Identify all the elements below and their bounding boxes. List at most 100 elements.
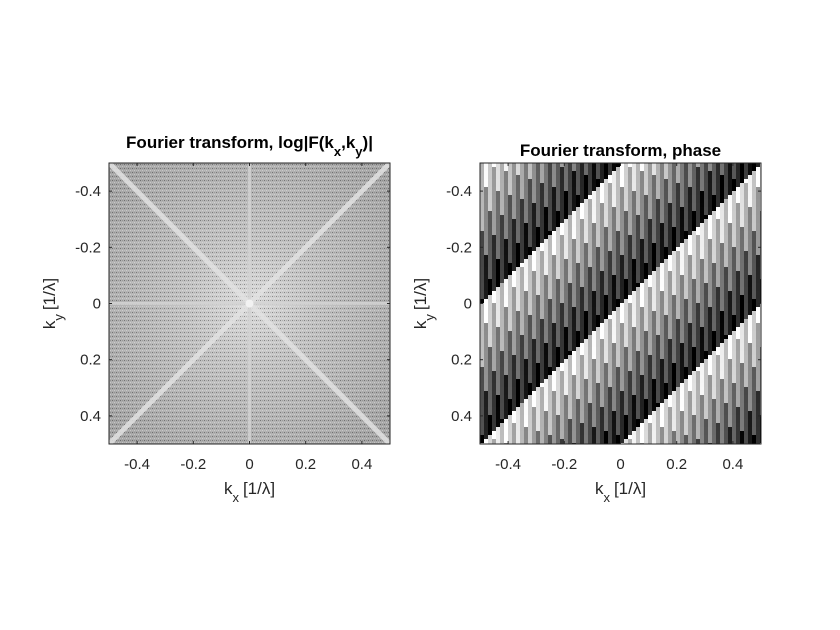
phase-pixel	[680, 227, 684, 231]
phase-pixel	[636, 315, 640, 319]
phase-pixel	[560, 407, 564, 411]
phase-pixel	[736, 271, 740, 275]
phase-pixel	[688, 191, 692, 195]
phase-pixel	[692, 399, 696, 403]
phase-pixel	[628, 263, 632, 267]
phase-pixel	[744, 275, 748, 279]
phase-pixel	[684, 235, 688, 239]
phase-pixel	[656, 331, 660, 335]
phase-pixel	[668, 267, 672, 271]
phase-pixel	[660, 399, 664, 403]
phase-pixel	[704, 439, 708, 443]
phase-pixel	[532, 175, 536, 179]
phase-pixel	[604, 239, 608, 243]
phase-pixel	[712, 179, 716, 183]
phase-pixel	[544, 423, 548, 427]
phase-pixel	[536, 363, 540, 367]
phase-pixel	[640, 263, 644, 267]
phase-pixel	[708, 223, 712, 227]
phase-pixel	[532, 367, 536, 371]
phase-pixel	[716, 291, 720, 295]
phase-pixel	[712, 367, 716, 371]
phase-pixel	[600, 199, 604, 203]
phase-pixel	[648, 271, 652, 275]
phase-pixel	[616, 311, 620, 315]
phase-pixel	[652, 271, 656, 275]
phase-pixel	[752, 183, 756, 187]
phase-pixel	[732, 331, 736, 335]
phase-pixel	[676, 183, 680, 187]
phase-pixel	[540, 275, 544, 279]
phase-pixel	[588, 167, 592, 171]
phase-pixel	[748, 379, 752, 383]
phase-pixel	[740, 279, 744, 283]
phase-pixel	[536, 319, 540, 323]
phase-pixel	[728, 379, 732, 383]
phase-pixel	[600, 223, 604, 227]
phase-pixel	[640, 287, 644, 291]
magnitude-panel: -0.4 -0.2 0 0.2 0.4-0.4-0.200.20.4 Fourier t…	[40, 133, 391, 505]
phase-pixel	[656, 171, 660, 175]
phase-pixel	[672, 195, 676, 199]
phase-pixel	[568, 191, 572, 195]
phase-pixel	[484, 355, 488, 359]
phase-pixel	[560, 335, 564, 339]
phase-pixel	[616, 299, 620, 303]
phase-pixel	[696, 415, 700, 419]
phase-pixel	[600, 291, 604, 295]
phase-pixel	[720, 259, 724, 263]
phase-pixel	[548, 387, 552, 391]
phase-pixel	[480, 259, 484, 263]
phase-pixel	[516, 411, 520, 415]
phase-pixel	[596, 435, 600, 439]
phase-pixel	[676, 179, 680, 183]
phase-pixel	[712, 319, 716, 323]
phase-pixel	[744, 411, 748, 415]
phase-pixel	[636, 187, 640, 191]
phase-pixel	[692, 403, 696, 407]
phase-pixel	[536, 219, 540, 223]
phase-pixel	[480, 195, 484, 199]
phase-pixel	[696, 179, 700, 183]
phase-pixel	[536, 343, 540, 347]
phase-pixel	[692, 363, 696, 367]
phase-pixel	[652, 403, 656, 407]
phase-pixel	[604, 411, 608, 415]
phase-pixel	[660, 171, 664, 175]
phase-pixel	[692, 287, 696, 291]
phase-pixel	[600, 259, 604, 263]
phase-pixel	[552, 407, 556, 411]
phase-pixel	[656, 167, 660, 171]
phase-pixel	[696, 303, 700, 307]
phase-pixel	[692, 423, 696, 427]
phase-pixel	[528, 219, 532, 223]
phase-pixel	[496, 331, 500, 335]
phase-pixel	[704, 423, 708, 427]
phase-pixel	[680, 307, 684, 311]
phase-pixel	[636, 259, 640, 263]
phase-pixel	[744, 387, 748, 391]
phase-pixel	[592, 187, 596, 191]
phase-pixel	[608, 275, 612, 279]
phase-pixel	[752, 223, 756, 227]
phase-pixel	[496, 167, 500, 171]
phase-pixel	[672, 231, 676, 235]
phase-pixel	[692, 335, 696, 339]
phase-pixel	[584, 179, 588, 183]
phase-pixel	[524, 187, 528, 191]
phase-pixel	[532, 399, 536, 403]
phase-pixel	[584, 183, 588, 187]
phase-pixel	[600, 343, 604, 347]
phase-pixel	[752, 271, 756, 275]
phase-pixel	[716, 415, 720, 419]
phase-pixel	[744, 367, 748, 371]
phase-pixel	[560, 391, 564, 395]
phase-pixel	[724, 195, 728, 199]
phase-pixel	[516, 403, 520, 407]
phase-pixel	[596, 231, 600, 235]
phase-pixel	[576, 171, 580, 175]
phase-pixel	[588, 223, 592, 227]
phase-pixel	[632, 163, 636, 167]
phase-pixel	[500, 311, 504, 315]
phase-pixel	[544, 395, 548, 399]
